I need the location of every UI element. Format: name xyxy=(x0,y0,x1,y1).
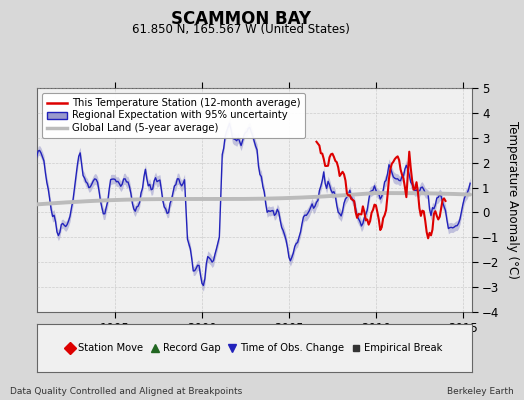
Legend: Station Move, Record Gap, Time of Obs. Change, Empirical Break: Station Move, Record Gap, Time of Obs. C… xyxy=(61,339,447,357)
Text: SCAMMON BAY: SCAMMON BAY xyxy=(171,10,311,28)
Legend: This Temperature Station (12-month average), Regional Expectation with 95% uncer: This Temperature Station (12-month avera… xyxy=(42,93,305,138)
Text: Data Quality Controlled and Aligned at Breakpoints: Data Quality Controlled and Aligned at B… xyxy=(10,387,243,396)
Text: 61.850 N, 165.567 W (United States): 61.850 N, 165.567 W (United States) xyxy=(132,23,350,36)
Y-axis label: Temperature Anomaly (°C): Temperature Anomaly (°C) xyxy=(506,121,519,279)
Text: Berkeley Earth: Berkeley Earth xyxy=(447,387,514,396)
